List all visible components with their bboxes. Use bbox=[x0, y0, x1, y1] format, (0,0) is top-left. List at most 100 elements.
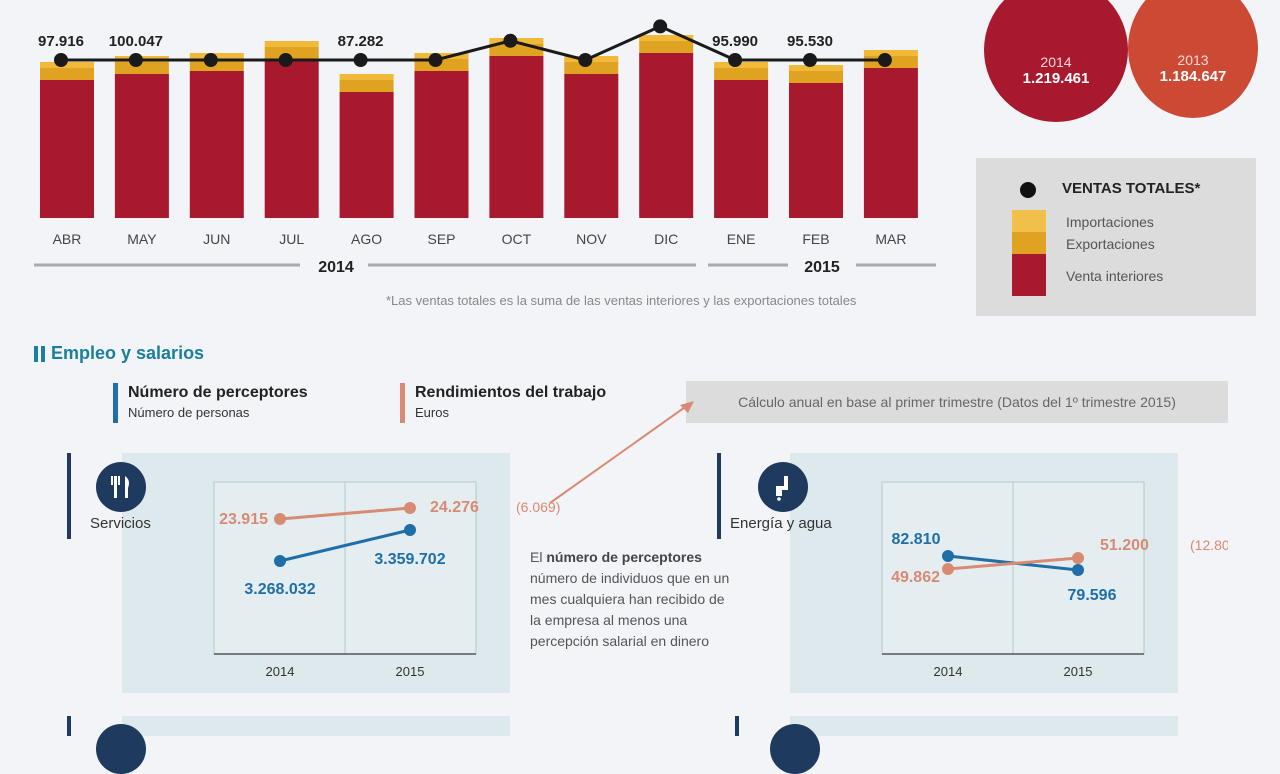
monthly-sales-chart: 97.916 100.047 87.282 95.990 95.530 ABR MAY JU… bbox=[34, 19, 936, 276]
bar-interior-sep bbox=[414, 71, 469, 218]
legend-rendimientos: Rendimientos del trabajo Euros bbox=[400, 383, 606, 423]
rendimientos-point-2014 bbox=[274, 513, 286, 525]
legend-item-import: Importaciones bbox=[1066, 214, 1154, 230]
faucet-icon bbox=[758, 462, 808, 512]
energia-chart: 2014 2015 82.810 79.596 49.862 51.200 (12.800) bbox=[881, 481, 1228, 679]
legend-swatch-interior bbox=[1012, 254, 1046, 296]
total-point-nov bbox=[578, 53, 593, 67]
bar-interior-abr bbox=[40, 80, 94, 218]
legend-rendimientos-title: Rendimientos del trabajo bbox=[415, 384, 607, 401]
x-label-2015: 2015 bbox=[1064, 664, 1093, 679]
perceptores-label-2014: 3.268.032 bbox=[244, 581, 315, 598]
bar-import-sep bbox=[414, 53, 469, 59]
annotation-value: (6.069) bbox=[516, 499, 560, 515]
perceptores-label-2015: 79.596 bbox=[1068, 587, 1117, 604]
month-label-oct: OCT bbox=[502, 231, 532, 247]
bubble-2014: 2014 1.219.461 bbox=[984, 0, 1128, 122]
perceptores-line bbox=[279, 528, 411, 563]
month-label-feb: FEB bbox=[802, 231, 829, 247]
total-point-sep bbox=[428, 53, 443, 67]
bubble-2013-year: 2013 bbox=[1177, 51, 1209, 68]
total-point-jun bbox=[203, 53, 218, 67]
bar-import-dic bbox=[639, 35, 694, 41]
legend-swatch-import bbox=[1012, 210, 1046, 232]
bar-interior-oct bbox=[489, 56, 544, 218]
bottom-rule-left bbox=[67, 716, 71, 736]
servicios-chart: 2014 2015 3.268.032 3.359.702 23.915 24.276 (6… bbox=[213, 481, 560, 679]
month-label-mar: MAR bbox=[875, 231, 906, 247]
legend-perceptores-title: Número de perceptores bbox=[128, 384, 308, 401]
rendimientos-label-2014: 23.915 bbox=[219, 511, 268, 528]
bar-export-abr bbox=[40, 68, 94, 80]
bar-interior-jun bbox=[189, 71, 244, 218]
bar-interior-ago bbox=[339, 92, 394, 218]
month-label-sep: SEP bbox=[427, 231, 455, 247]
bar-export-ago bbox=[339, 80, 394, 92]
bar-interior-ene bbox=[714, 80, 769, 218]
month-label-nov: NOV bbox=[576, 231, 607, 247]
rendimientos-label-2015: 51.200 bbox=[1100, 537, 1149, 554]
perceptores-point-2014 bbox=[274, 555, 286, 567]
bar-import-feb bbox=[789, 65, 843, 71]
total-point-dic bbox=[653, 19, 668, 34]
bar-export-sep bbox=[414, 59, 469, 71]
x-label-2014: 2014 bbox=[266, 664, 295, 679]
bottom-panel-right bbox=[790, 716, 1178, 736]
bubble-2014-value: 1.219.461 bbox=[1022, 69, 1090, 87]
bar-export-jun bbox=[189, 59, 244, 71]
bubble-2014-year: 2014 bbox=[1040, 53, 1072, 70]
rendimientos-point-2014 bbox=[942, 563, 954, 575]
note-connector-arrow bbox=[549, 401, 694, 504]
bar-interior-jul bbox=[264, 59, 319, 218]
desc-post: número de individuos que en un mes cualq… bbox=[530, 570, 730, 649]
annual-note: Cálculo anual en base al primer trimestr… bbox=[686, 381, 1228, 423]
desc-pre: El bbox=[530, 549, 547, 565]
bar-export-feb bbox=[789, 71, 843, 83]
total-label-feb: 95.530 bbox=[787, 33, 833, 50]
total-point-ene bbox=[728, 53, 743, 67]
bar-import-jul bbox=[264, 41, 319, 47]
bar-interior-dic bbox=[639, 53, 694, 218]
legend-total-dot bbox=[1020, 182, 1036, 198]
cutlery-icon bbox=[96, 462, 146, 512]
month-label-ago: AGO bbox=[351, 231, 382, 247]
total-point-mar bbox=[877, 53, 892, 67]
total-label-may: 100.047 bbox=[109, 33, 163, 50]
desc-bold: número de perceptores bbox=[546, 549, 702, 565]
x-label-2014: 2014 bbox=[934, 664, 963, 679]
section-title-text: Empleo y salarios bbox=[51, 343, 205, 363]
x-label-2015: 2015 bbox=[396, 664, 425, 679]
rendimientos-line bbox=[947, 556, 1079, 571]
month-label-ene: ENE bbox=[727, 231, 756, 247]
legend-title: VENTAS TOTALES* bbox=[1062, 180, 1201, 197]
total-point-jul bbox=[278, 53, 293, 67]
legend-perceptores: Número de perceptores Número de personas bbox=[113, 383, 308, 423]
month-label-dic: DIC bbox=[654, 231, 678, 247]
total-sales-line bbox=[61, 24, 885, 62]
bar-import-ago bbox=[339, 74, 394, 80]
legend-item-interior: Venta interiores bbox=[1066, 268, 1164, 284]
perceptores-description: El número de perceptores número de indiv… bbox=[530, 547, 730, 652]
perceptores-point-2015 bbox=[404, 524, 416, 536]
year-2014-label: 2014 bbox=[318, 259, 354, 276]
total-label-ago: 87.282 bbox=[338, 33, 384, 50]
annotation-value: (12.800) bbox=[1190, 537, 1228, 553]
bar-interior-may bbox=[114, 74, 169, 218]
rendimientos-point-2015 bbox=[1072, 552, 1084, 564]
bubble-2013-value: 1.184.647 bbox=[1159, 67, 1227, 85]
bar-export-ene bbox=[714, 68, 769, 80]
perceptores-label-2015: 3.359.702 bbox=[374, 551, 445, 568]
month-label-abr: ABR bbox=[53, 231, 82, 247]
sales-footnote: *Las ventas totales es la suma de las ve… bbox=[386, 293, 857, 308]
total-point-ago bbox=[353, 53, 368, 67]
sales-legend: VENTAS TOTALES* Importaciones Exportacio… bbox=[976, 158, 1256, 316]
month-label-jul: JUL bbox=[279, 231, 304, 247]
year-2015-label: 2015 bbox=[804, 259, 840, 276]
legend-rendimientos-sub: Euros bbox=[415, 405, 449, 420]
bottom-panel-left bbox=[122, 716, 510, 736]
bar-import-jun bbox=[189, 53, 244, 59]
bar-import-ene bbox=[714, 62, 769, 68]
energia-rule bbox=[717, 453, 721, 539]
section-bar-icon bbox=[34, 345, 38, 362]
perceptores-label-2014: 82.810 bbox=[892, 531, 941, 548]
